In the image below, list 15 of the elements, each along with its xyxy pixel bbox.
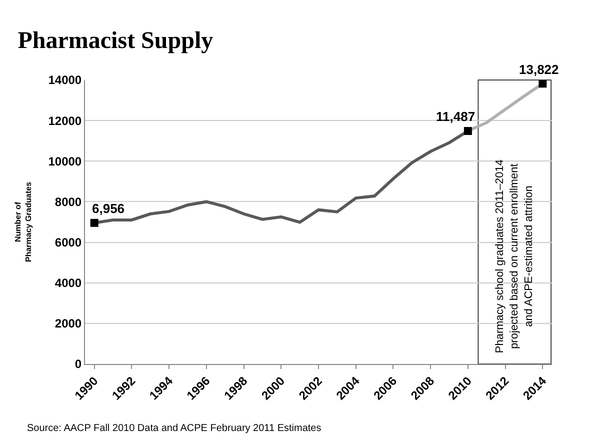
y-tick-label: 6000: [54, 235, 82, 250]
y-tick-label: 4000: [54, 276, 82, 290]
y-tick-label: 2000: [54, 316, 82, 331]
y-tick-label: 8000: [54, 194, 82, 209]
chart-title: Pharmacist Supply: [18, 28, 214, 54]
y-tick-label: 14000: [48, 73, 82, 88]
source-note: Source: AACP Fall 2010 Data and ACPE February 2011 Estimates: [27, 423, 322, 434]
y-tick-label: 0: [74, 357, 82, 372]
annotation: 13,822: [519, 62, 559, 77]
y-tick-label: 12000: [48, 114, 82, 128]
band-label: Pharmacy school graduates 2011–2014 projected based on current enrollment and ACPE-estimated attrition: [494, 159, 535, 354]
annotation: 11,487: [436, 109, 476, 124]
annotation: 6,956: [92, 201, 125, 216]
y-axis-title: Number of Pharmacy Graduates: [14, 181, 33, 262]
y-tick-label: 10000: [48, 154, 82, 168]
